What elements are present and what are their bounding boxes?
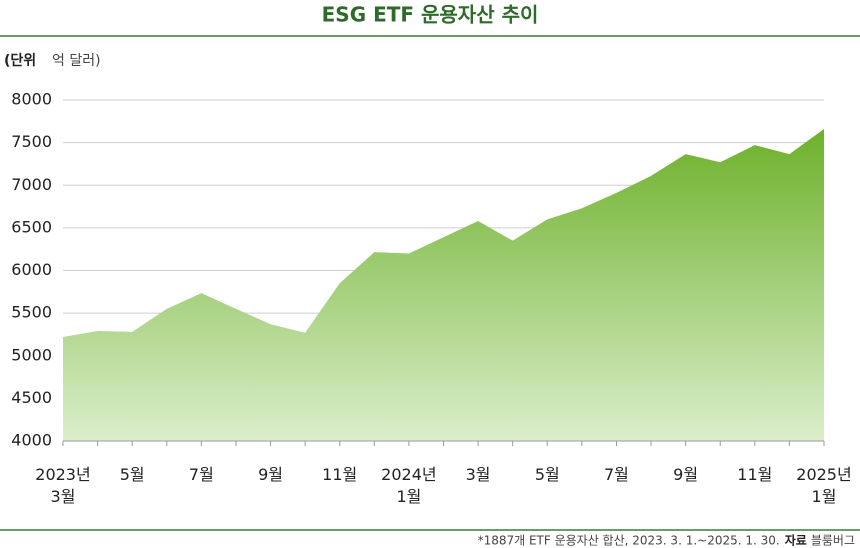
y-tick-label: 8000 <box>11 90 52 109</box>
y-tick-label: 5000 <box>11 345 52 364</box>
y-tick-label: 7000 <box>11 175 52 194</box>
source-label: 자료 <box>785 533 807 548</box>
y-tick-label: 7500 <box>11 132 52 151</box>
x-tick-label: 3월 <box>465 465 491 484</box>
x-tick-label: 7월 <box>188 465 214 484</box>
y-tick-label: 5500 <box>11 303 52 322</box>
chart-title: ESG ETF 운용자산 추이 <box>322 3 539 27</box>
x-tick-label: 7월 <box>604 465 629 484</box>
y-tick-label: 6500 <box>11 217 52 236</box>
x-tick-label: 2025년 1월 <box>796 465 852 506</box>
y-tick-label: 6000 <box>11 260 52 279</box>
footnote: *1887개 ETF 운용자산 합산, 2023. 3. 1.~2025. 1.… <box>478 534 780 548</box>
x-tick-label: 11월 <box>737 465 773 484</box>
y-tick-label: 4500 <box>11 388 52 407</box>
area <box>63 128 824 442</box>
x-tick-label: 9월 <box>673 465 699 484</box>
x-tick-label: 2024년 1월 <box>381 465 437 506</box>
y-tick-label: 4000 <box>11 431 52 450</box>
x-tick-label: 11월 <box>322 465 358 484</box>
unit-text: 억 달러) <box>52 53 101 69</box>
unit-label: (단위 <box>4 52 36 69</box>
x-tick-label: 9월 <box>258 465 283 484</box>
source: 블룸버그 <box>811 534 855 548</box>
x-tick-label: 5월 <box>534 465 560 484</box>
x-tick-label: 2023년 3월 <box>35 465 91 506</box>
x-tick-label: 5월 <box>119 465 145 484</box>
